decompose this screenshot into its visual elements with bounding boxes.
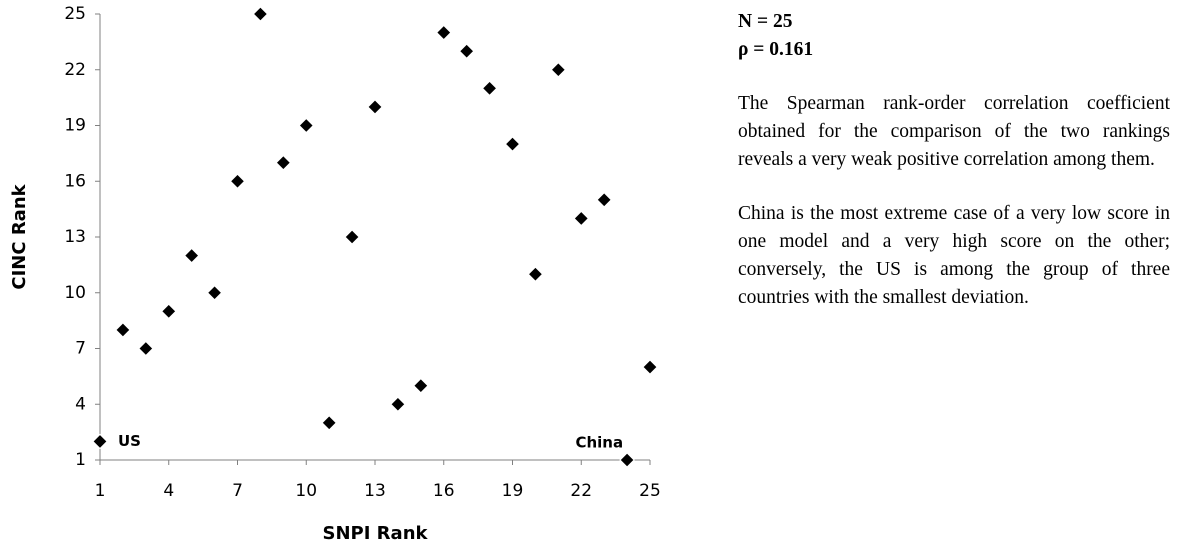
x-axis-title: SNPI Rank — [323, 523, 429, 544]
point — [619, 452, 635, 468]
x-tick-label: 16 — [433, 481, 455, 501]
y-tick-label: 4 — [75, 394, 86, 414]
y-axis-title: CINC Rank — [9, 183, 30, 289]
x-tick-label: 13 — [364, 481, 386, 501]
point — [504, 136, 521, 152]
point — [92, 433, 108, 450]
point — [550, 62, 567, 78]
y-tick-label: 25 — [64, 4, 86, 24]
point — [344, 229, 360, 245]
point — [252, 6, 269, 22]
point — [206, 285, 223, 301]
point — [161, 303, 177, 320]
x-tick-label: 22 — [570, 481, 592, 501]
paragraph: The Spearman rank-order correlation coef… — [738, 93, 1170, 170]
x-tick-label: 1 — [95, 481, 106, 501]
x-tick-label: 7 — [232, 481, 243, 501]
point — [436, 24, 452, 41]
y-tick-label: 16 — [64, 171, 86, 191]
x-tick-label: 19 — [502, 481, 524, 501]
point — [229, 173, 246, 189]
point — [573, 210, 589, 227]
x-tick-label: 4 — [163, 481, 174, 501]
point — [183, 247, 200, 264]
point — [481, 80, 498, 97]
point — [115, 322, 131, 338]
point — [275, 154, 292, 171]
point — [458, 43, 475, 59]
side-text: N = 25 ρ = 0.161 The Spearman rank-order… — [738, 8, 1170, 312]
y-tick-label: 19 — [64, 116, 86, 136]
n-stat: N = 25 — [738, 11, 793, 32]
point — [138, 340, 154, 357]
point — [596, 192, 612, 208]
point — [527, 266, 544, 282]
x-tick-label: 25 — [639, 481, 661, 501]
annotation: China — [575, 434, 623, 452]
point — [642, 359, 658, 375]
y-tick-label: 7 — [75, 339, 86, 359]
rho-stat: ρ = 0.161 — [738, 39, 814, 60]
y-tick-label: 10 — [64, 283, 86, 303]
x-tick-label: 10 — [295, 481, 317, 501]
paragraph: China is the most extreme case of a very… — [738, 203, 1170, 308]
y-tick-label: 13 — [64, 227, 86, 247]
y-tick-label: 22 — [64, 60, 86, 80]
point — [390, 396, 406, 412]
point — [413, 377, 429, 394]
chart: SNPI Rank CINC Rank 1 4 7 10 13 16 19 22 25 1 4 7 10… — [9, 4, 661, 544]
point — [298, 117, 314, 134]
point — [321, 415, 337, 431]
point — [367, 99, 383, 115]
y-tick-label: 1 — [75, 450, 86, 470]
annotation: US — [118, 432, 141, 450]
